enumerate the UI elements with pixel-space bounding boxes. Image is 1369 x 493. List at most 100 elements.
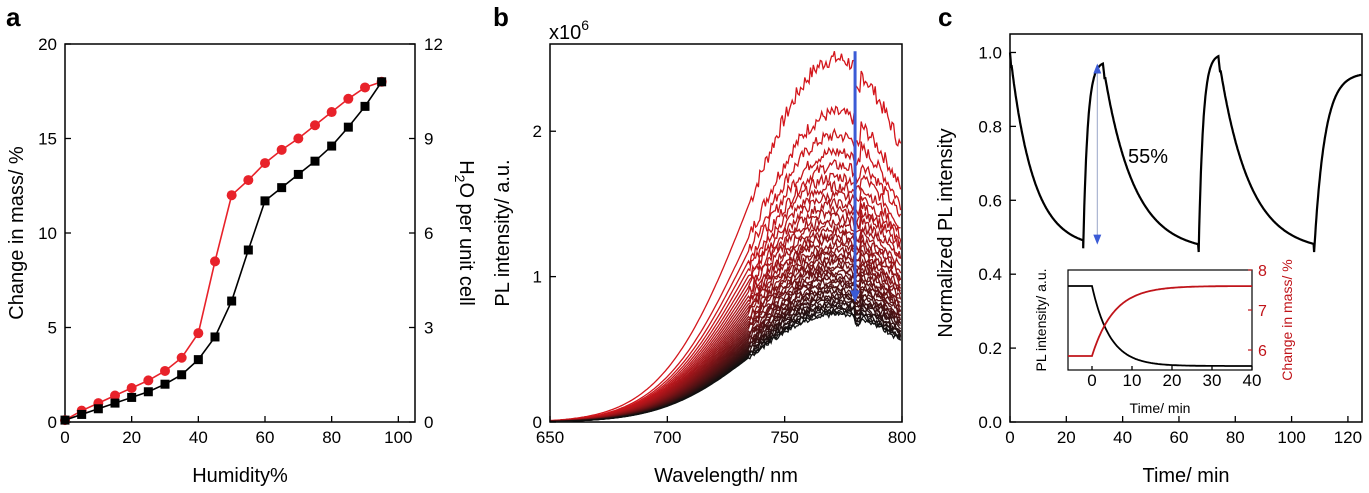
chart-a-y2tick-label: 3 bbox=[424, 319, 433, 338]
panel-label-b: b bbox=[493, 2, 509, 32]
chart-b-xtick-label: 750 bbox=[770, 428, 798, 447]
chart-b-frame bbox=[549, 43, 903, 423]
chart-c-xtick-label: 80 bbox=[1226, 428, 1245, 447]
chart-c-annotation: 55% bbox=[1128, 146, 1168, 168]
chart-a-ytick-label: 10 bbox=[38, 224, 57, 243]
inset-xtick-label: 0 bbox=[1087, 371, 1096, 390]
chart-c-xtick-label: 120 bbox=[1334, 428, 1362, 447]
chart-a-point-1 bbox=[210, 332, 220, 342]
inset-xlabel: Time/ min bbox=[1130, 400, 1191, 416]
chart-a-xtick-label: 100 bbox=[384, 428, 412, 447]
chart-a-point-0 bbox=[143, 375, 154, 386]
chart-b-multiplier: x106 bbox=[549, 17, 589, 44]
chart-a-point-0 bbox=[310, 120, 320, 131]
chart-c-ytick-label: 1.0 bbox=[978, 43, 1002, 62]
chart-a-ytick-label: 20 bbox=[38, 35, 57, 54]
chart-c-ylabel: Normalized PL intensity bbox=[935, 128, 957, 337]
chart-b-arrow-head bbox=[850, 290, 861, 303]
chart-c-xtick-label: 100 bbox=[1277, 428, 1305, 447]
chart-a-point-1 bbox=[193, 355, 203, 365]
chart-c-xtick-label: 20 bbox=[1057, 428, 1076, 447]
inset-xtick-label: 10 bbox=[1123, 371, 1142, 390]
chart-a-point-1 bbox=[327, 141, 337, 151]
chart-a-xtick-label: 40 bbox=[189, 428, 208, 447]
chart-b-series-line bbox=[549, 239, 901, 422]
chart-c-series-line bbox=[1008, 52, 1362, 253]
chart-c-frame bbox=[1009, 33, 1363, 423]
chart-b-ylabel: PL intensity/ a.u. bbox=[492, 159, 514, 306]
chart-a-point-1 bbox=[177, 370, 187, 380]
chart-b-series-line bbox=[549, 51, 902, 422]
chart-a-point-1 bbox=[60, 415, 70, 425]
chart-a-point-0 bbox=[326, 107, 337, 118]
chart-a-point-0 bbox=[160, 365, 170, 376]
inset-mass-line bbox=[1068, 285, 1253, 357]
chart-a-ytick-label: 15 bbox=[38, 130, 57, 149]
chart-a-point-0 bbox=[193, 328, 204, 339]
chart-b-xtick-label: 650 bbox=[536, 428, 564, 447]
chart-a-point-1 bbox=[160, 379, 170, 389]
chart-a-xtick-label: 20 bbox=[122, 428, 141, 447]
chart-a-point-1 bbox=[227, 296, 237, 306]
chart-c-xtick-label: 0 bbox=[1005, 428, 1014, 447]
chart-a: 0 20 40 60 80 100 0 5 10 15 20 0 3 6 9 12 Humidity% Cha… bbox=[6, 35, 477, 487]
inset-y2label: Change in mass/ % bbox=[1279, 259, 1295, 380]
inset-xtick-label: 30 bbox=[1203, 371, 1222, 390]
chart-b: 650 700 750 800 0 1 2 x106 Wavelength/ nm PL i… bbox=[492, 17, 916, 487]
chart-a-point-1 bbox=[260, 196, 270, 206]
chart-b-ytick-label: 0 bbox=[533, 413, 542, 432]
chart-a-point-1 bbox=[243, 245, 253, 255]
chart-a-point-0 bbox=[126, 382, 137, 393]
chart-c-ytick-label: 0.4 bbox=[978, 265, 1002, 284]
chart-a-ytick-label: 0 bbox=[48, 413, 57, 432]
chart-a-y2tick-label: 12 bbox=[424, 35, 443, 54]
chart-a-xlabel: Humidity% bbox=[192, 465, 288, 487]
chart-b-series-line bbox=[550, 105, 902, 422]
chart-a-point-1 bbox=[143, 387, 153, 397]
chart-a-point-1 bbox=[310, 156, 320, 166]
chart-a-xtick-label: 80 bbox=[322, 428, 341, 447]
inset-frame bbox=[1067, 269, 1253, 371]
chart-a-point-1 bbox=[93, 404, 103, 414]
chart-a-xtick-label: 0 bbox=[60, 428, 69, 447]
chart-c-xtick-label: 40 bbox=[1113, 428, 1132, 447]
chart-a-point-0 bbox=[176, 352, 187, 363]
chart-a-y2label: H2O per unit cell bbox=[452, 160, 477, 306]
panel-label-c: c bbox=[938, 2, 952, 32]
chart-a-xtick-label: 60 bbox=[256, 428, 275, 447]
chart-b-xtick-label: 700 bbox=[653, 428, 681, 447]
chart-a-point-1 bbox=[277, 183, 287, 193]
chart-c-xlabel: Time/ min bbox=[1142, 465, 1229, 487]
inset-xtick-label: 20 bbox=[1163, 371, 1182, 390]
inset-y2tick-label: 8 bbox=[1258, 263, 1267, 280]
chart-c-xtick-label: 60 bbox=[1169, 428, 1188, 447]
chart-a-point-0 bbox=[243, 175, 254, 186]
chart-c-ytick-label: 0.6 bbox=[978, 191, 1002, 210]
chart-c-ytick-label: 0.2 bbox=[978, 339, 1002, 358]
chart-a-point-1 bbox=[293, 169, 303, 179]
chart-a-point-0 bbox=[110, 390, 120, 401]
chart-a-point-0 bbox=[210, 256, 220, 267]
chart-c-ytick-label: 0.0 bbox=[978, 413, 1002, 432]
panel-label-a: a bbox=[6, 2, 21, 32]
chart-a-y2tick-label: 0 bbox=[424, 413, 433, 432]
chart-a-point-0 bbox=[293, 133, 304, 144]
chart-a-point-0 bbox=[276, 144, 287, 155]
chart-a-series-line-1 bbox=[64, 81, 383, 421]
chart-a-y2tick-label: 6 bbox=[424, 224, 433, 243]
chart-c-inset: 0 10 20 30 40 6 7 8 Time/ min PL intensity/ a.u… bbox=[1033, 259, 1295, 416]
chart-c-ytick-label: 0.8 bbox=[978, 117, 1002, 136]
chart-a-frame bbox=[64, 43, 416, 423]
chart-a-point-1 bbox=[110, 398, 120, 408]
inset-pl-line bbox=[1068, 285, 1252, 367]
inset-xtick-label: 40 bbox=[1243, 371, 1262, 390]
chart-b-ytick-label: 1 bbox=[533, 268, 542, 287]
chart-a-point-0 bbox=[260, 158, 270, 169]
chart-a-point-1 bbox=[377, 77, 387, 87]
chart-a-point-1 bbox=[127, 392, 137, 402]
chart-a-point-1 bbox=[360, 101, 370, 111]
chart-a-series-line-0 bbox=[64, 81, 382, 421]
chart-c-arrow-head-down bbox=[1093, 234, 1102, 245]
